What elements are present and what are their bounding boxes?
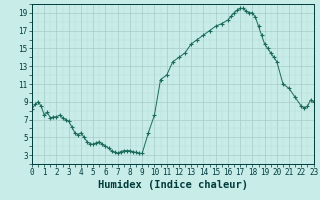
X-axis label: Humidex (Indice chaleur): Humidex (Indice chaleur) xyxy=(98,180,248,190)
